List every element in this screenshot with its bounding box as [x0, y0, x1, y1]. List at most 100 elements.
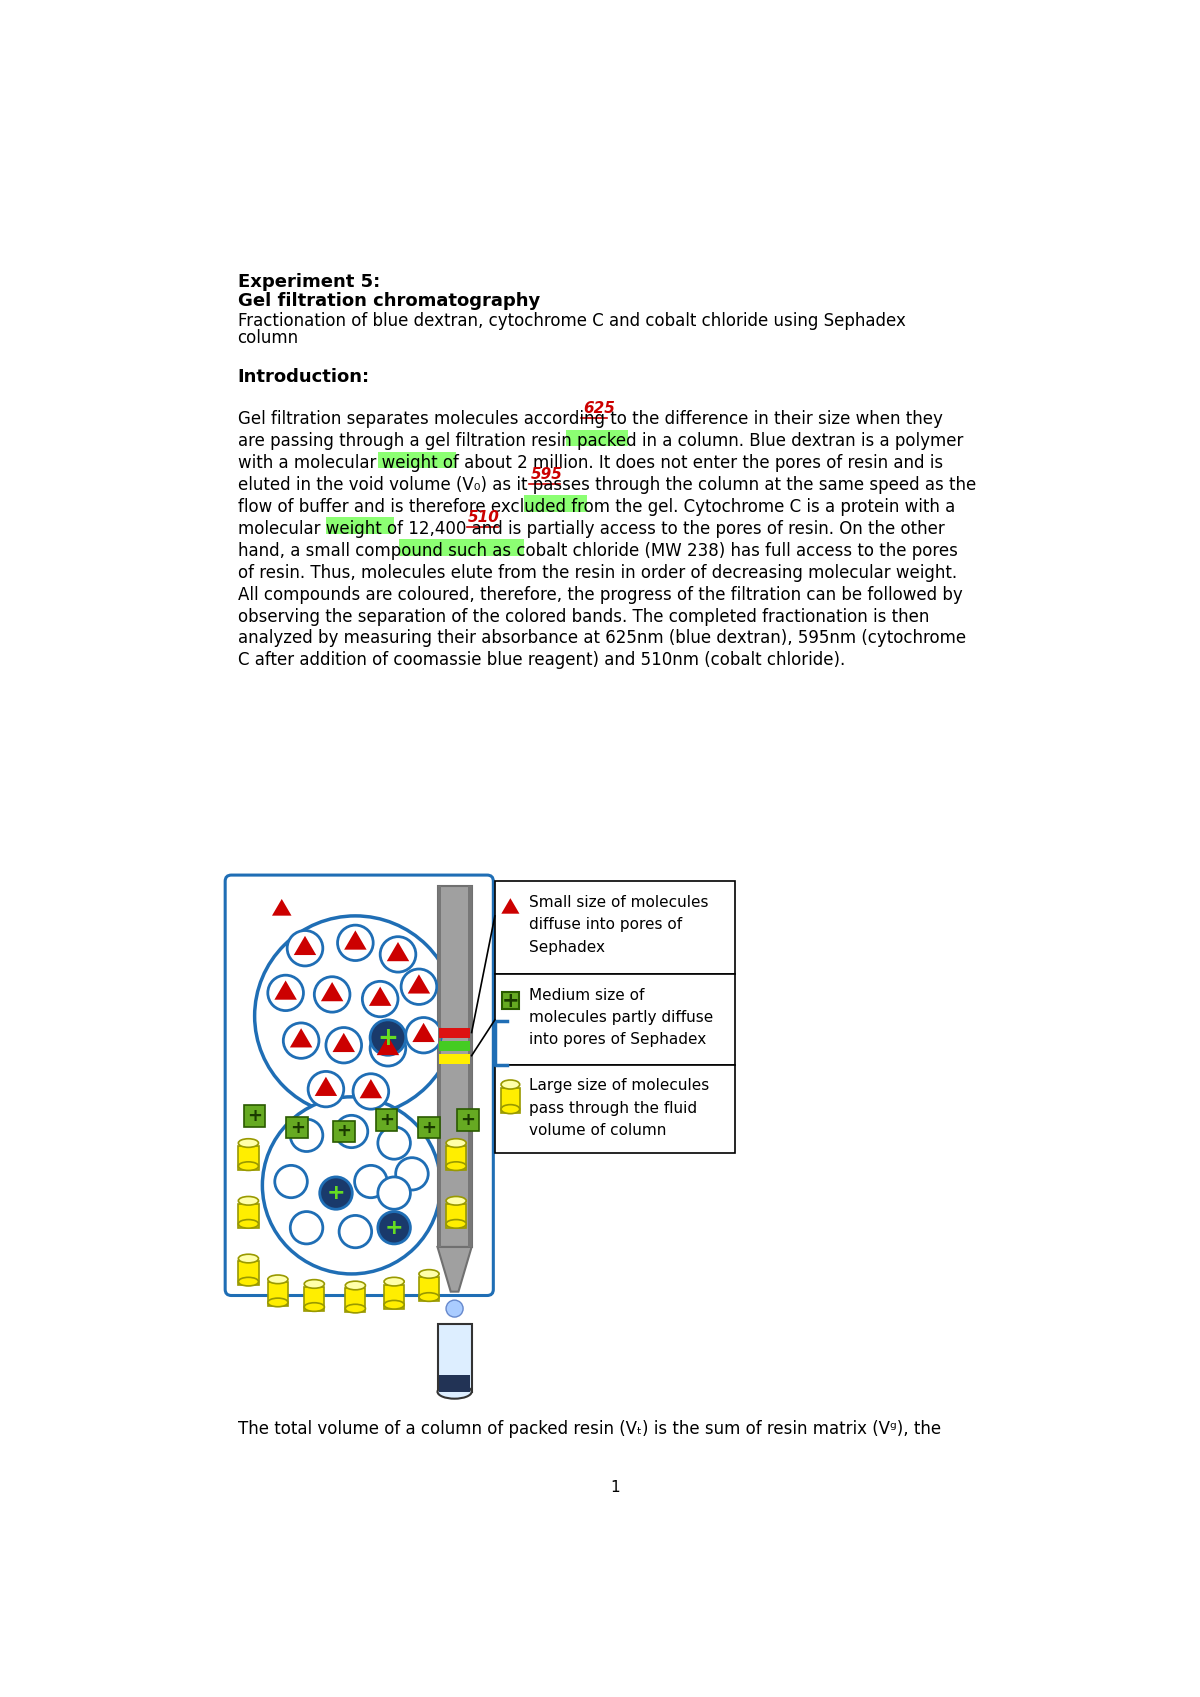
Bar [419, 1276, 439, 1302]
Polygon shape [314, 1076, 337, 1096]
Circle shape [337, 925, 373, 961]
Text: diffuse into pores of: diffuse into pores of [529, 918, 682, 932]
Text: C after addition of coomassie blue reagent) and 510nm (cobalt chloride).: C after addition of coomassie blue reage… [238, 652, 845, 669]
Polygon shape [360, 1079, 382, 1098]
Polygon shape [294, 935, 317, 955]
Polygon shape [408, 974, 430, 993]
Text: +: + [378, 1025, 398, 1049]
Circle shape [378, 1178, 410, 1210]
Circle shape [314, 977, 350, 1011]
Bar [494, 974, 736, 1064]
Ellipse shape [346, 1305, 366, 1313]
Text: flow of buffer and is therefore excluded from the gel. Cytochrome C is a protein: flow of buffer and is therefore excluded… [238, 497, 955, 516]
Circle shape [263, 1096, 440, 1274]
Ellipse shape [446, 1162, 467, 1171]
Bar [439, 1040, 470, 1050]
Circle shape [378, 1127, 410, 1159]
Text: Gel filtration chromatography: Gel filtration chromatography [238, 292, 540, 311]
Circle shape [326, 1028, 361, 1062]
Bar [468, 886, 472, 1247]
Ellipse shape [446, 1196, 467, 1205]
Circle shape [401, 969, 437, 1005]
Circle shape [319, 1178, 353, 1210]
Bar [457, 1110, 479, 1130]
Text: Medium size of: Medium size of [529, 988, 644, 1003]
Polygon shape [320, 983, 343, 1001]
Text: column: column [238, 329, 299, 348]
Bar [239, 1145, 258, 1169]
Text: Sephadex: Sephadex [529, 940, 605, 955]
Bar [244, 1105, 265, 1127]
Bar [439, 1054, 470, 1064]
Text: molecular weight of 12,400 and is partially access to the pores of resin. On the: molecular weight of 12,400 and is partia… [238, 519, 944, 538]
Bar [400, 540, 524, 555]
Bar [502, 1088, 520, 1113]
Text: +: + [247, 1106, 262, 1125]
Bar [239, 1261, 258, 1286]
Text: Introduction:: Introduction: [238, 368, 370, 385]
Polygon shape [438, 1247, 472, 1291]
Ellipse shape [305, 1303, 324, 1312]
Text: +: + [385, 1218, 403, 1237]
Text: +: + [421, 1118, 437, 1137]
Bar [494, 881, 736, 974]
Text: +: + [326, 1183, 346, 1203]
Ellipse shape [268, 1274, 288, 1283]
Circle shape [254, 916, 456, 1117]
Polygon shape [344, 930, 367, 950]
Text: All compounds are coloured, therefore, the progress of the filtration can be fol: All compounds are coloured, therefore, t… [238, 585, 962, 604]
Bar [239, 1203, 258, 1227]
Text: with a molecular weight of about 2 million. It does not enter the pores of resin: with a molecular weight of about 2 milli… [238, 453, 943, 472]
Ellipse shape [239, 1220, 258, 1229]
Ellipse shape [502, 1105, 520, 1113]
Bar [378, 451, 456, 468]
Ellipse shape [419, 1293, 439, 1302]
Circle shape [283, 1023, 319, 1059]
Text: Gel filtration separates molecules according to the difference in their size whe: Gel filtration separates molecules accor… [238, 411, 942, 428]
Bar [524, 496, 587, 511]
Bar [346, 1288, 366, 1312]
Text: into pores of Sephadex: into pores of Sephadex [529, 1032, 707, 1047]
Text: Large size of molecules: Large size of molecules [529, 1078, 709, 1093]
Bar [305, 1286, 324, 1310]
Bar [384, 1285, 404, 1308]
Ellipse shape [438, 1385, 472, 1398]
Text: Fractionation of blue dextran, cytochrome C and cobalt chloride using Sephadex: Fractionation of blue dextran, cytochrom… [238, 312, 906, 331]
Text: +: + [336, 1122, 352, 1140]
Text: The total volume of a column of packed resin (Vₜ) is the sum of resin matrix (Vᵍ: The total volume of a column of packed r… [238, 1420, 941, 1439]
Bar [494, 1064, 736, 1152]
Circle shape [290, 1118, 323, 1152]
Bar [418, 1117, 440, 1139]
Polygon shape [413, 1023, 434, 1042]
Circle shape [370, 1030, 406, 1066]
Ellipse shape [419, 1269, 439, 1278]
Text: of resin. Thus, molecules elute from the resin in order of decreasing molecular : of resin. Thus, molecules elute from the… [238, 563, 956, 582]
Text: molecules partly diffuse: molecules partly diffuse [529, 1010, 713, 1025]
Ellipse shape [239, 1278, 258, 1286]
Ellipse shape [384, 1300, 404, 1308]
Circle shape [340, 1215, 372, 1247]
Ellipse shape [268, 1298, 288, 1307]
Bar [287, 1117, 308, 1139]
Circle shape [268, 976, 304, 1011]
Text: eluted in the void volume (V₀) as it passes through the column at the same speed: eluted in the void volume (V₀) as it pas… [238, 475, 976, 494]
Ellipse shape [502, 1079, 520, 1089]
Text: +: + [379, 1112, 394, 1129]
Bar [502, 993, 518, 1010]
Circle shape [335, 1115, 367, 1147]
Text: Experiment 5:: Experiment 5: [238, 273, 380, 290]
Bar [438, 1324, 472, 1392]
Circle shape [275, 1166, 307, 1198]
Circle shape [378, 1212, 410, 1244]
Text: +: + [461, 1112, 475, 1129]
Ellipse shape [239, 1196, 258, 1205]
Bar [565, 429, 628, 446]
Ellipse shape [384, 1278, 404, 1286]
Text: +: + [289, 1118, 305, 1137]
FancyBboxPatch shape [226, 876, 493, 1295]
Text: 1: 1 [610, 1480, 620, 1495]
Polygon shape [386, 942, 409, 961]
Circle shape [353, 1074, 389, 1110]
Circle shape [446, 1300, 463, 1317]
Circle shape [362, 981, 398, 1017]
